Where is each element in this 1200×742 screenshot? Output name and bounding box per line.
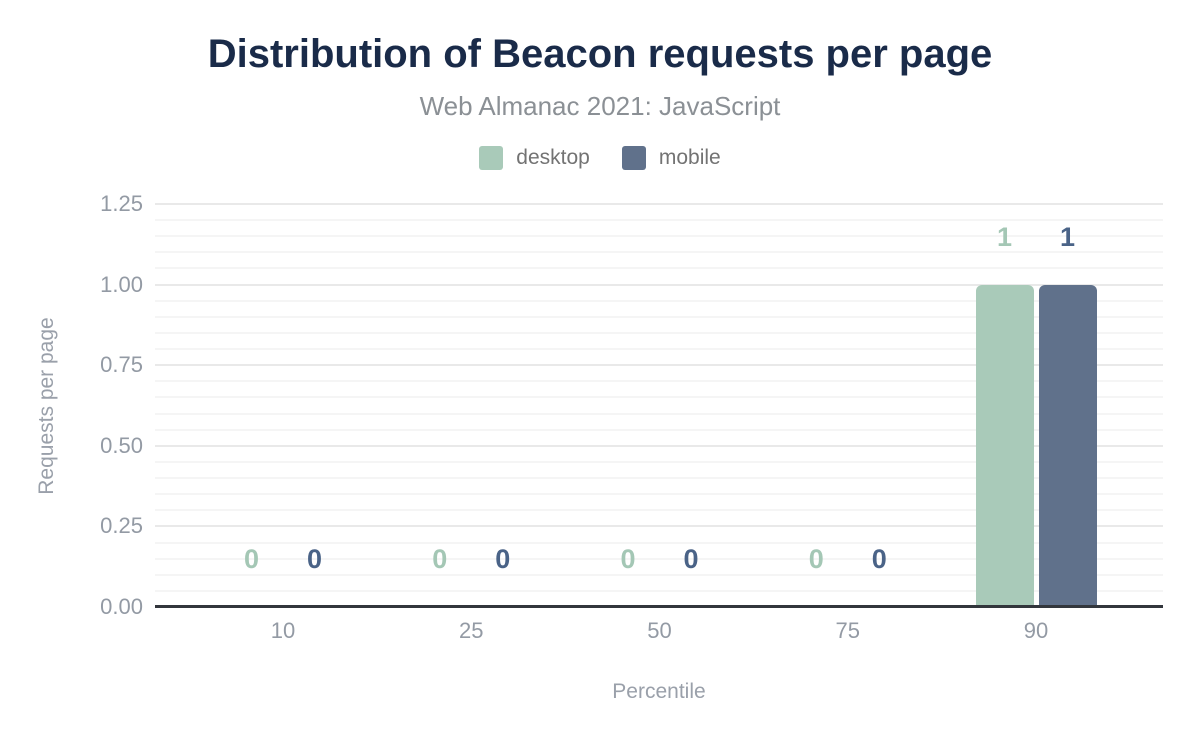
gridline-minor	[155, 541, 1163, 544]
gridline-minor	[155, 235, 1163, 238]
bar-value-label-mobile-p50: 0	[683, 544, 699, 574]
x-tick-label-50: 50	[647, 618, 672, 643]
legend-label-desktop: desktop	[516, 146, 590, 169]
bar-value-label-mobile-p25: 0	[495, 544, 511, 574]
legend: desktop mobile	[0, 144, 1200, 172]
mobile-swatch-icon	[621, 146, 646, 170]
legend-item-mobile[interactable]: mobile	[621, 144, 721, 172]
y-axis-title: Requests per page	[35, 316, 58, 495]
gridline-minor	[155, 380, 1163, 383]
x-tick-label-25: 25	[459, 618, 484, 643]
bar-value-label-mobile-p10: 0	[306, 544, 323, 574]
gridline-minor	[155, 299, 1163, 302]
bar-value-label-mobile-p90: 1	[1059, 221, 1076, 252]
gridline-minor	[155, 573, 1163, 576]
gridline-minor	[155, 509, 1163, 512]
bar-value-label-desktop-p10: 0	[243, 544, 260, 574]
chart-subtitle: Web Almanac 2021: JavaScript	[419, 91, 781, 121]
gridline-minor	[155, 331, 1163, 334]
bar-value-label-desktop-p75: 0	[808, 544, 824, 574]
page-title: Distribution of Beacon requests per page	[207, 32, 993, 76]
bar-value-label-desktop-p25: 0	[432, 544, 448, 574]
gridline-major	[155, 525, 1163, 528]
gridline-minor	[155, 493, 1163, 496]
bar-mobile-p90[interactable]	[1038, 284, 1097, 607]
gridline-minor	[155, 251, 1163, 254]
gridline-minor	[155, 557, 1163, 560]
gridline-major	[155, 283, 1163, 286]
gridline-minor	[155, 428, 1163, 431]
bar-value-label-mobile-p75: 0	[871, 544, 887, 574]
bar-value-label-desktop-p50: 0	[620, 544, 636, 574]
y-tick-label: 0.00	[100, 594, 143, 619]
gridline-major	[155, 203, 1163, 205]
gridline-minor	[155, 412, 1163, 415]
y-tick-label: 0.50	[100, 432, 143, 458]
legend-label-mobile: mobile	[658, 146, 721, 169]
gridline-minor	[155, 477, 1163, 480]
gridline-minor	[155, 315, 1163, 318]
gridline-major	[155, 444, 1163, 447]
y-tick-label: 1.00	[100, 271, 143, 297]
y-tick-label: 1.25	[100, 191, 143, 216]
y-tick-label: 0.25	[100, 513, 143, 539]
x-axis-line	[155, 605, 1163, 608]
legend-item-desktop[interactable]: desktop	[479, 144, 590, 172]
x-tick-label-10: 10	[270, 618, 296, 643]
gridline-minor	[155, 396, 1163, 399]
x-axis-title: Percentile	[612, 680, 706, 703]
bar-value-label-desktop-p90: 1	[996, 221, 1013, 252]
y-tick-label: 0.75	[100, 352, 143, 378]
gridline-minor	[155, 348, 1163, 351]
x-tick-label-90: 90	[1023, 618, 1049, 643]
bar-desktop-p90[interactable]	[975, 284, 1034, 607]
gridline-minor	[155, 267, 1163, 270]
gridline-major	[155, 364, 1163, 367]
desktop-swatch-icon	[479, 146, 504, 170]
x-tick-label-75: 75	[835, 618, 860, 643]
gridline-minor	[155, 219, 1163, 222]
gridline-minor	[155, 589, 1163, 592]
gridline-minor	[155, 460, 1163, 463]
